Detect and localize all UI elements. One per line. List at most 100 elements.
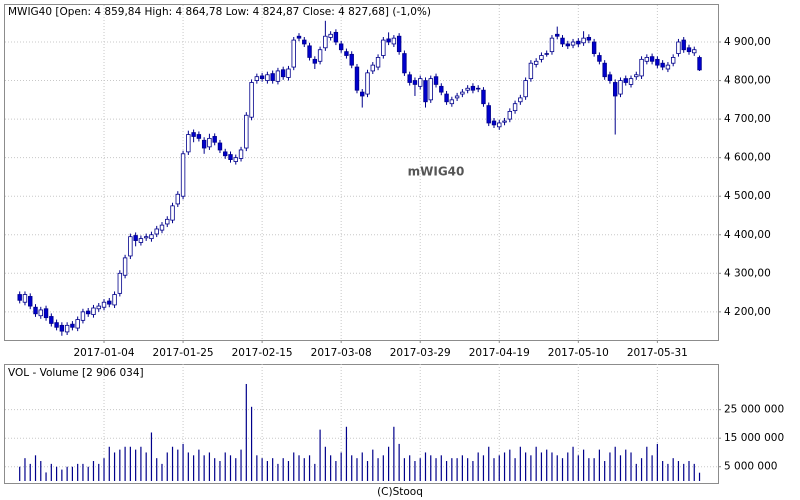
y-tick-label: 5 000 000 <box>724 461 777 473</box>
candle-body <box>201 139 207 149</box>
volume-bar <box>129 446 131 481</box>
candle-body <box>381 39 386 56</box>
volume-bar <box>61 469 63 481</box>
candle-body <box>491 120 497 126</box>
candle-body <box>428 78 433 101</box>
candle-body <box>570 41 576 46</box>
volume-bar <box>503 452 506 481</box>
volume-bar <box>530 455 532 481</box>
candle-body <box>544 53 549 55</box>
volume-bar <box>683 463 685 481</box>
candle-body <box>549 37 555 53</box>
candle-body <box>365 72 370 95</box>
volume-bar <box>409 455 411 481</box>
volume-bar <box>150 432 153 481</box>
candle-body <box>644 57 650 62</box>
candle-body <box>165 218 170 225</box>
volume-bar <box>92 461 95 481</box>
candle-body <box>439 85 444 93</box>
y-tick-label: 4 900,00 <box>724 36 771 48</box>
candle-body <box>180 153 186 197</box>
volume-bar <box>551 452 553 481</box>
volume-bar <box>208 452 211 481</box>
volume-bar <box>546 449 548 481</box>
candle-body <box>697 57 702 71</box>
candle-body <box>17 294 22 301</box>
candle-body <box>423 80 428 103</box>
candle-body <box>607 74 613 81</box>
volume-bar <box>303 458 305 481</box>
volume-bar <box>324 446 326 481</box>
candle-body <box>228 154 233 160</box>
candle-body <box>80 311 86 321</box>
candle-body <box>317 49 323 62</box>
candle-body <box>597 55 602 62</box>
candle-body <box>117 272 123 294</box>
volume-bar <box>256 455 258 481</box>
volume-bar <box>351 455 353 481</box>
volume-bar <box>314 463 316 481</box>
volume-bar <box>498 455 500 481</box>
volume-bar <box>540 452 543 481</box>
candle-body <box>407 74 412 83</box>
candle-body <box>454 95 460 99</box>
volume-bar <box>451 458 453 481</box>
volume-bar <box>598 449 600 481</box>
candle-body <box>481 89 486 105</box>
volume-bar <box>87 466 89 481</box>
volume-bar <box>588 458 590 481</box>
volume-bar <box>567 452 569 481</box>
footer: (C)Stooq <box>377 486 423 498</box>
candle-body <box>349 53 354 66</box>
volume-bar <box>472 461 474 481</box>
candle-body <box>412 80 418 85</box>
candle-body <box>28 296 33 307</box>
volume-bar <box>135 449 137 481</box>
candle-body <box>623 78 628 83</box>
volume-bar <box>514 458 516 481</box>
candle-body <box>391 37 397 45</box>
candle-body <box>692 49 697 54</box>
volume-bar <box>203 455 205 481</box>
volume-bar <box>482 455 485 481</box>
candle-body <box>286 68 291 78</box>
y-tick-label: 4 300,00 <box>724 267 771 279</box>
candle-body <box>418 78 423 87</box>
candle-body <box>238 149 244 159</box>
candle-body <box>128 236 133 257</box>
candle-body <box>249 82 254 118</box>
volume-bar <box>656 443 658 481</box>
candle-body <box>533 60 539 65</box>
y-tick-label: 15 000 000 <box>724 432 784 444</box>
candle-body <box>370 64 375 72</box>
volume-bar <box>693 463 695 481</box>
volume-bar <box>156 458 158 481</box>
candle-body <box>38 309 43 317</box>
volume-bar <box>525 452 527 481</box>
y-tick-label: 4 200,00 <box>724 306 771 318</box>
volume-bar <box>635 463 637 481</box>
candle-body <box>49 316 54 324</box>
candle-body <box>59 324 65 332</box>
candle-body <box>444 93 449 103</box>
volume-bar <box>509 449 511 481</box>
volume-bar <box>193 455 195 481</box>
candle-body <box>539 55 544 60</box>
candle-body <box>275 70 281 82</box>
volume-bar <box>456 458 458 481</box>
x-tick-label: 2017-04-19 <box>469 347 530 359</box>
volume-bar <box>187 452 189 481</box>
candle-body <box>528 62 534 80</box>
volume-bar <box>535 446 537 481</box>
candle-body <box>360 91 365 97</box>
candle-body <box>433 76 439 85</box>
volume-bar <box>556 455 558 481</box>
volume-bar <box>335 461 337 481</box>
candle-body <box>217 142 223 151</box>
volume-bar <box>614 446 616 481</box>
candle-body <box>75 319 80 329</box>
candle-body <box>196 134 202 139</box>
volume-bar <box>77 463 79 481</box>
volume-bar <box>688 461 690 481</box>
